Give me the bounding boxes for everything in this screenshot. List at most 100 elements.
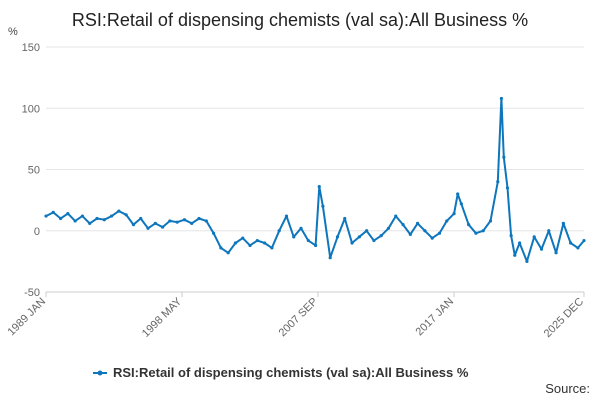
data-point bbox=[109, 214, 114, 218]
data-point bbox=[197, 216, 201, 221]
data-point bbox=[561, 221, 565, 225]
data-point bbox=[139, 216, 143, 221]
data-point bbox=[569, 241, 573, 245]
x-tick-label: 2025 DEC bbox=[542, 296, 586, 340]
data-point bbox=[117, 209, 121, 213]
data-point bbox=[582, 238, 586, 243]
data-point bbox=[153, 221, 157, 225]
y-tick-label: 0 bbox=[34, 226, 40, 238]
data-point bbox=[357, 235, 361, 239]
data-point bbox=[168, 219, 172, 223]
data-point bbox=[211, 231, 216, 235]
legend-label: RSI:Retail of dispensing chemists (val s… bbox=[113, 365, 469, 380]
data-point bbox=[124, 213, 128, 217]
data-point bbox=[496, 180, 500, 184]
chart-title: RSI:Retail of dispensing chemists (val s… bbox=[71, 10, 529, 30]
data-point bbox=[481, 229, 485, 233]
data-point bbox=[204, 219, 208, 223]
data-point bbox=[456, 192, 460, 196]
data-point bbox=[190, 221, 194, 225]
x-tick-labels: 1989 JAN 1998 MAY 2007 SEP 2017 JAN 2025 DEC bbox=[5, 292, 586, 340]
data-point bbox=[365, 229, 369, 233]
series-points bbox=[44, 96, 586, 263]
data-point bbox=[430, 236, 434, 240]
x-tick-label: 2007 SEP bbox=[277, 296, 321, 340]
data-point bbox=[379, 234, 383, 238]
data-point bbox=[445, 219, 449, 223]
data-point bbox=[328, 256, 332, 260]
data-point bbox=[509, 234, 513, 238]
data-point bbox=[499, 96, 504, 101]
data-point bbox=[317, 185, 321, 189]
y-tick-labels: -50 0 50 100 150 bbox=[22, 42, 40, 299]
data-point bbox=[416, 221, 420, 225]
data-point bbox=[321, 204, 325, 208]
data-point bbox=[513, 253, 517, 257]
data-point bbox=[226, 251, 230, 255]
data-point bbox=[459, 202, 463, 206]
data-point bbox=[502, 155, 506, 159]
data-point bbox=[51, 210, 55, 214]
x-tick-label: 1998 MAY bbox=[140, 295, 185, 340]
data-point bbox=[525, 259, 529, 263]
data-point bbox=[547, 229, 551, 233]
data-point bbox=[306, 238, 310, 243]
gridlines bbox=[46, 46, 584, 293]
data-point bbox=[270, 246, 274, 250]
data-point bbox=[467, 223, 471, 227]
data-point bbox=[474, 231, 478, 235]
data-point bbox=[102, 218, 106, 222]
data-point bbox=[263, 241, 267, 245]
data-point bbox=[505, 186, 510, 190]
data-point bbox=[80, 214, 85, 218]
data-point bbox=[372, 238, 376, 243]
data-point bbox=[175, 220, 179, 224]
y-tick-label: 50 bbox=[28, 165, 40, 177]
data-point bbox=[58, 216, 63, 221]
data-point bbox=[401, 223, 405, 227]
data-point bbox=[131, 223, 136, 227]
data-point bbox=[386, 226, 391, 230]
data-point bbox=[437, 231, 442, 235]
legend: RSI:Retail of dispensing chemists (val s… bbox=[93, 365, 469, 380]
y-tick-label: 150 bbox=[22, 42, 40, 54]
data-point bbox=[73, 219, 77, 223]
data-point bbox=[408, 232, 412, 237]
data-point bbox=[95, 216, 99, 221]
series-line bbox=[45, 97, 585, 263]
y-tick-label: 100 bbox=[22, 103, 40, 115]
data-point bbox=[314, 243, 318, 248]
data-point bbox=[394, 214, 398, 218]
data-point bbox=[160, 225, 165, 229]
data-point bbox=[277, 229, 281, 233]
data-point bbox=[292, 235, 296, 239]
data-point bbox=[241, 236, 245, 240]
data-point bbox=[219, 246, 223, 250]
legend-swatch-dot bbox=[97, 370, 103, 376]
data-point bbox=[233, 241, 238, 245]
data-point bbox=[532, 235, 536, 239]
data-point bbox=[335, 235, 340, 239]
source-label: Source: bbox=[545, 381, 590, 396]
data-point bbox=[343, 216, 347, 221]
y-axis-unit-label: % bbox=[8, 26, 18, 38]
data-point bbox=[554, 251, 558, 255]
data-point bbox=[518, 241, 522, 245]
data-point bbox=[66, 212, 70, 216]
data-point bbox=[452, 212, 456, 216]
data-point bbox=[423, 229, 427, 233]
data-point bbox=[350, 241, 354, 245]
data-point bbox=[255, 238, 259, 243]
data-point bbox=[182, 218, 187, 222]
data-point bbox=[284, 214, 289, 218]
data-point bbox=[576, 246, 580, 250]
data-point bbox=[146, 226, 150, 230]
data-point bbox=[44, 214, 48, 218]
data-point bbox=[299, 226, 303, 230]
data-point bbox=[88, 221, 92, 225]
y-tick-label: -50 bbox=[24, 287, 40, 299]
x-tick-label: 1989 JAN bbox=[5, 296, 48, 339]
data-point bbox=[488, 219, 493, 223]
data-point bbox=[539, 247, 544, 251]
